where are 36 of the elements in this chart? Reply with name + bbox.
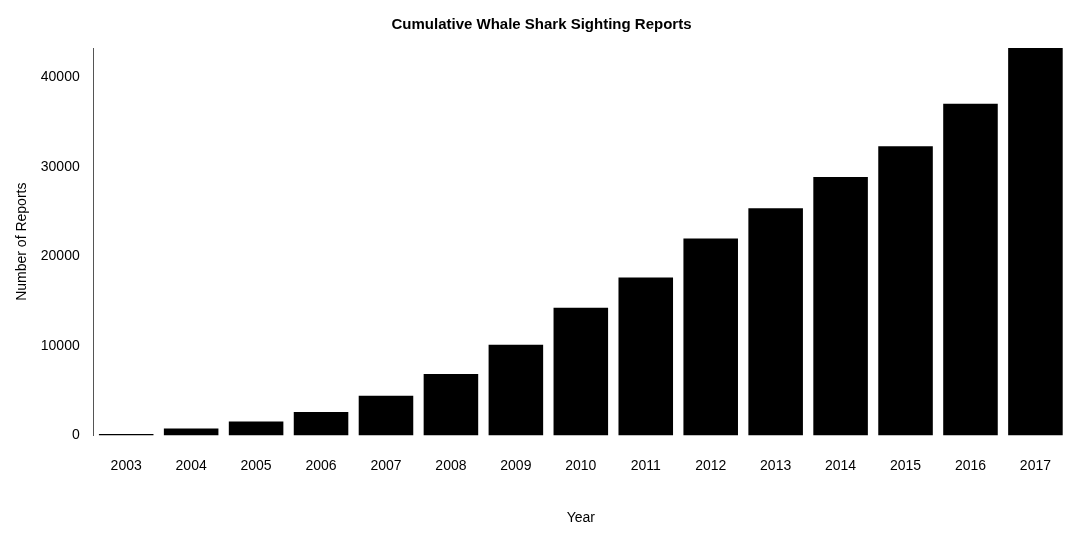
bar xyxy=(618,277,674,436)
bar xyxy=(813,177,868,436)
x-tick-label: 2017 xyxy=(1019,456,1052,473)
x-tick-label: 2005 xyxy=(240,456,272,473)
y-tick-label: 10000 xyxy=(40,336,80,353)
x-tick-label: 2009 xyxy=(500,456,532,473)
y-axis-title: Number of Reports xyxy=(13,182,30,301)
y-tick-label: 0 xyxy=(71,426,80,443)
x-tick-label: 2015 xyxy=(889,456,922,473)
x-axis-title: Year xyxy=(566,509,596,526)
y-tick-label: 40000 xyxy=(40,68,80,85)
x-tick-label: 2014 xyxy=(825,456,857,473)
y-tick-label: 20000 xyxy=(40,247,80,264)
x-tick-label: 2011 xyxy=(630,456,662,473)
x-tick-label: 2012 xyxy=(695,456,727,473)
bar xyxy=(228,421,284,436)
bar xyxy=(423,373,479,436)
x-tick-label: 2007 xyxy=(370,456,402,473)
y-tick-label: 30000 xyxy=(40,157,80,174)
bar xyxy=(748,208,803,436)
bar xyxy=(293,411,349,436)
x-tick-label: 2004 xyxy=(175,456,207,473)
bar xyxy=(553,307,609,436)
x-tick-label: 2010 xyxy=(565,456,597,473)
bar xyxy=(358,395,414,436)
bar xyxy=(1008,48,1063,436)
x-tick-label: 2013 xyxy=(760,456,792,473)
x-tick-label: 2003 xyxy=(110,456,142,473)
x-tick-label: 2008 xyxy=(435,456,467,473)
chart-title: Cumulative Whale Shark Sighting Reports xyxy=(391,15,692,33)
bar xyxy=(683,238,738,436)
bar xyxy=(943,103,998,436)
bar xyxy=(878,146,933,436)
bar xyxy=(488,344,544,436)
x-tick-label: 2006 xyxy=(305,456,337,473)
x-tick-label: 2016 xyxy=(954,456,987,473)
